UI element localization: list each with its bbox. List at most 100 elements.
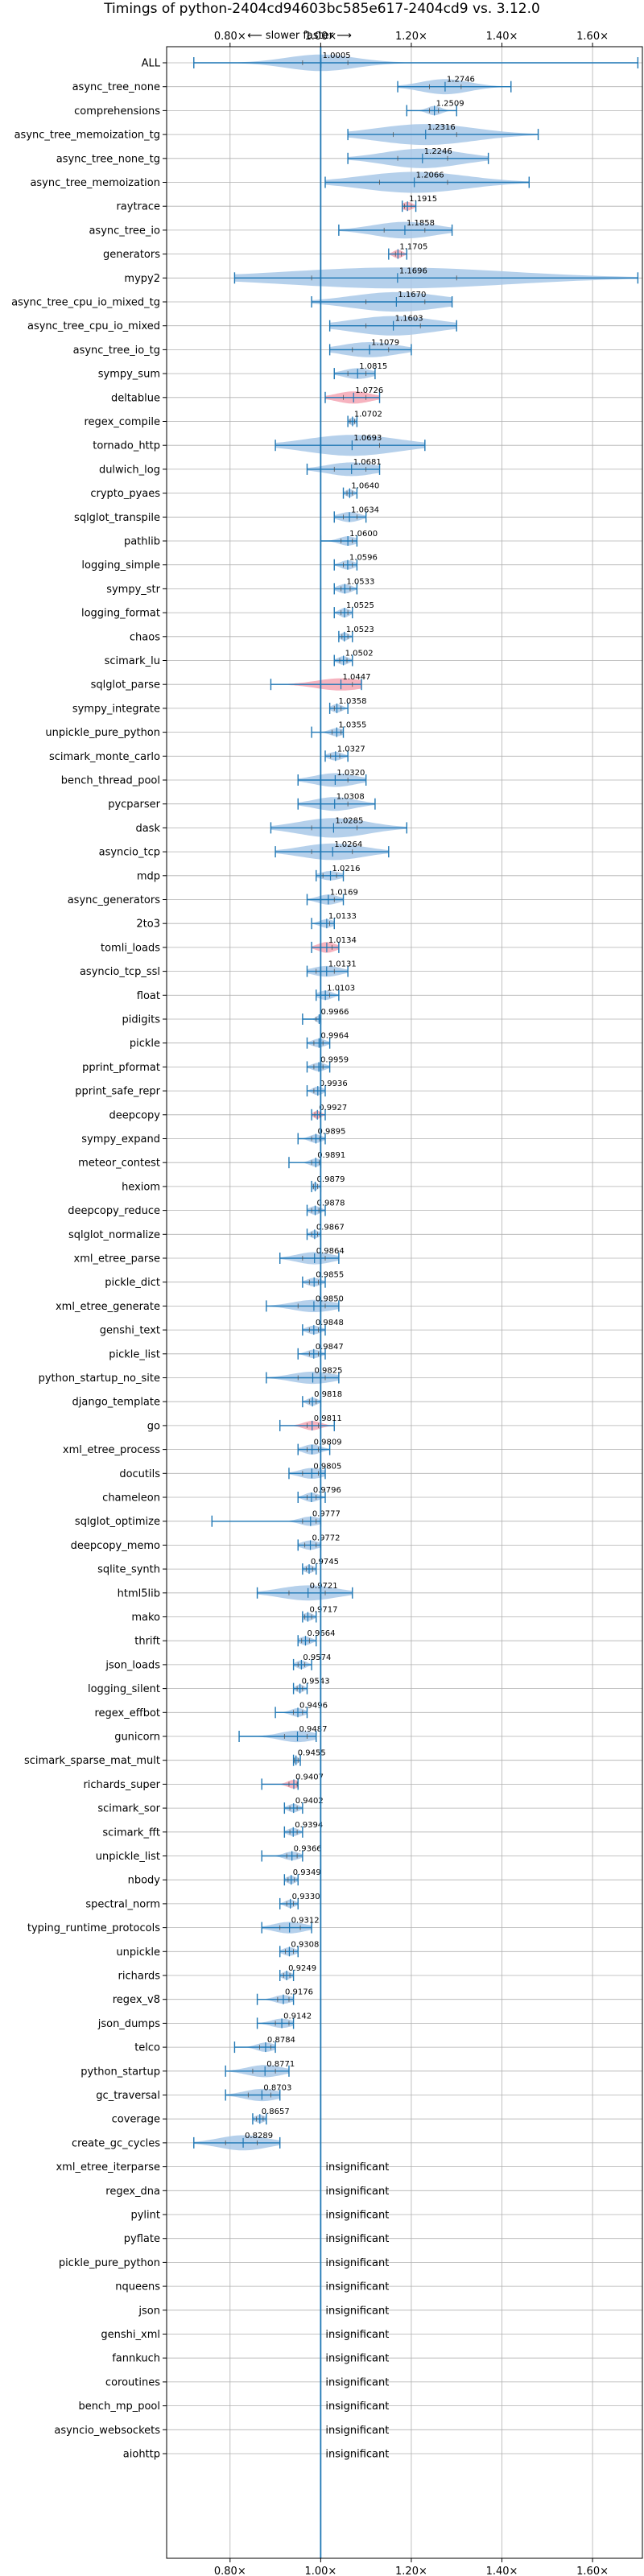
benchmark-label: spectral_norm bbox=[85, 1898, 160, 1910]
benchmark-label: pidigits bbox=[122, 1014, 161, 1026]
benchmark-label: scimark_fft bbox=[102, 1827, 160, 1839]
benchmark-value-label: 1.0533 bbox=[346, 577, 374, 586]
benchmark-label: sqlglot_optimize bbox=[75, 1516, 160, 1528]
benchmark-value-label: 0.8784 bbox=[267, 2036, 295, 2045]
violin bbox=[338, 630, 353, 642]
benchmark-label: pycparser bbox=[108, 799, 160, 811]
benchmark-label: xml_etree_generate bbox=[56, 1301, 160, 1313]
benchmark-label: bench_thread_pool bbox=[61, 775, 160, 787]
benchmark-value-label: 0.9777 bbox=[312, 1510, 341, 1519]
violin bbox=[401, 200, 417, 213]
benchmark-value-label: 0.9959 bbox=[320, 1055, 349, 1064]
benchmark-label: crypto_pyaes bbox=[90, 488, 160, 500]
violin bbox=[311, 291, 453, 312]
benchmark-label: typing_runtime_protocols bbox=[27, 1922, 160, 1934]
violin bbox=[256, 1585, 353, 1601]
benchmark-label: regex_dna bbox=[105, 2186, 160, 2198]
violin bbox=[297, 1443, 331, 1455]
violin bbox=[225, 2088, 281, 2102]
violin bbox=[397, 79, 512, 95]
benchmark-label: xml_etree_process bbox=[63, 1444, 160, 1456]
benchmark-label: scimark_monte_carlo bbox=[49, 751, 160, 763]
insignificant-label: insignificant bbox=[325, 2376, 389, 2388]
benchmark-value-label: 0.9927 bbox=[319, 1104, 347, 1113]
violin bbox=[347, 415, 358, 427]
violin bbox=[302, 1276, 326, 1288]
violin bbox=[279, 1897, 299, 1909]
benchmark-value-label: 1.0815 bbox=[359, 362, 387, 371]
violin bbox=[283, 1874, 299, 1886]
benchmark-value-label: 0.9878 bbox=[317, 1199, 345, 1208]
violin bbox=[338, 221, 453, 239]
grid bbox=[167, 47, 642, 2558]
benchmark-label: dask bbox=[135, 823, 160, 835]
insignificant-label: insignificant bbox=[325, 2353, 389, 2365]
benchmark-label: 2to3 bbox=[136, 919, 160, 931]
benchmark-value-label: 1.0447 bbox=[343, 673, 371, 682]
benchmark-label: ALL bbox=[142, 58, 161, 70]
benchmark-value-label: 0.9895 bbox=[317, 1128, 345, 1137]
violin bbox=[316, 989, 340, 1001]
benchmark-label: pprint_pformat bbox=[82, 1062, 160, 1074]
violin bbox=[406, 105, 457, 117]
violin bbox=[261, 1850, 303, 1862]
benchmark-value-label: 1.0308 bbox=[336, 793, 365, 802]
violin bbox=[292, 1682, 308, 1695]
benchmark-label: gc_traversal bbox=[96, 2090, 160, 2102]
benchmark-label: xml_etree_iterparse bbox=[56, 2161, 160, 2174]
benchmark-value-label: 1.0327 bbox=[337, 745, 365, 753]
violin bbox=[292, 1754, 301, 1766]
benchmark-value-label: 1.0320 bbox=[336, 769, 365, 778]
violin bbox=[306, 1061, 331, 1073]
benchmark-value-label: 0.9805 bbox=[313, 1462, 341, 1471]
benchmark-value-label: 1.0600 bbox=[349, 530, 378, 539]
benchmark-label: python_startup bbox=[80, 2066, 160, 2078]
violin bbox=[233, 2041, 276, 2054]
benchmark-value-label: 1.0169 bbox=[330, 889, 358, 898]
plot-frame bbox=[166, 46, 643, 2559]
benchmark-label: pickle_list bbox=[109, 1348, 160, 1360]
violin bbox=[297, 1635, 317, 1647]
violin bbox=[333, 559, 358, 571]
x-tick-label-top: 1.00× bbox=[304, 31, 336, 43]
insignificant-label: insignificant bbox=[325, 2305, 389, 2317]
benchmark-value-label: 0.9543 bbox=[302, 1678, 330, 1686]
benchmark-value-label: 0.9818 bbox=[314, 1390, 342, 1399]
violin bbox=[333, 654, 353, 667]
violin bbox=[333, 607, 353, 619]
benchmark-value-label: 1.0005 bbox=[323, 52, 351, 60]
benchmark-value-label: 1.1858 bbox=[407, 219, 435, 228]
benchmark-label: pprint_safe_repr bbox=[75, 1086, 160, 1098]
insignificant-label: insignificant bbox=[325, 2186, 389, 2198]
benchmark-value-label: 0.9574 bbox=[303, 1653, 331, 1662]
benchmark-label: dulwich_log bbox=[99, 464, 160, 476]
violin bbox=[297, 1133, 326, 1145]
benchmark-value-label: 0.8703 bbox=[263, 2084, 291, 2093]
benchmark-label: generators bbox=[103, 249, 160, 261]
violin bbox=[324, 391, 381, 404]
violin bbox=[283, 1826, 303, 1838]
violin bbox=[333, 511, 367, 523]
violin bbox=[333, 583, 358, 595]
benchmark-value-label: 0.9848 bbox=[316, 1319, 344, 1327]
benchmark-value-label: 1.0502 bbox=[345, 650, 374, 658]
benchmark-label: async_tree_none_tg bbox=[56, 153, 160, 165]
violin bbox=[347, 148, 489, 168]
benchmark-label: asyncio_tcp_ssl bbox=[80, 966, 160, 978]
violin bbox=[279, 1970, 295, 1981]
benchmark-value-label: 0.9745 bbox=[311, 1558, 339, 1567]
insignificant-label: insignificant bbox=[325, 2449, 389, 2461]
benchmark-value-label: 1.0634 bbox=[351, 506, 379, 514]
violin bbox=[211, 1515, 322, 1527]
violin bbox=[311, 1108, 326, 1121]
benchmark-rows: ALL 1.0005 async_tree_none 1.2746 comprehens… bbox=[11, 47, 639, 2558]
violin bbox=[261, 1778, 299, 1790]
insignificant-label: insignificant bbox=[325, 2210, 389, 2222]
benchmark-value-label: 0.9717 bbox=[309, 1606, 337, 1615]
insignificant-label: insignificant bbox=[325, 2233, 389, 2245]
x-tick-label-top: 1.20× bbox=[395, 31, 427, 43]
violin bbox=[347, 124, 539, 146]
violin bbox=[311, 918, 335, 930]
violin bbox=[302, 1013, 322, 1025]
benchmark-label: chaos bbox=[130, 631, 160, 643]
